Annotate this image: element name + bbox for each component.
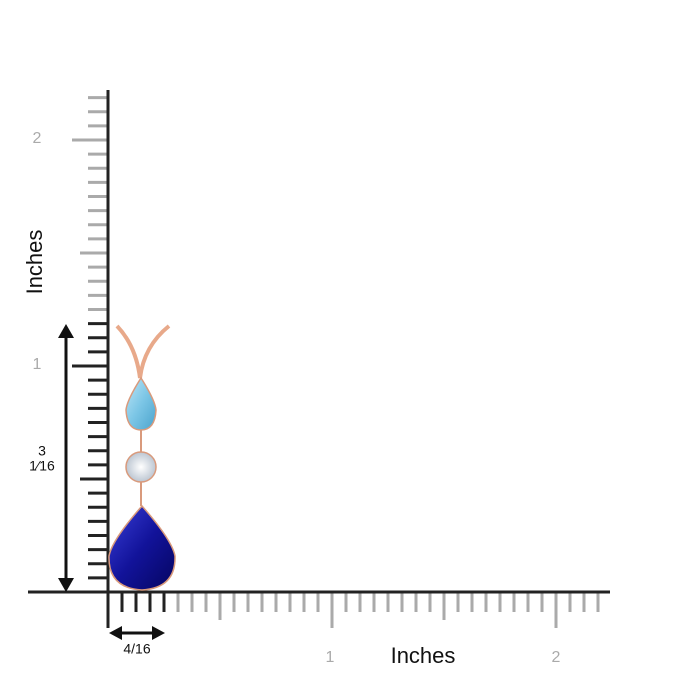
y-label: 1 bbox=[33, 356, 42, 373]
arrow-heads bbox=[109, 626, 165, 640]
width-label: 4/16 bbox=[123, 641, 150, 657]
aquamarine bbox=[125, 376, 157, 431]
pendant bbox=[108, 324, 176, 591]
y-label: 2 bbox=[33, 130, 42, 147]
x-label: 1 bbox=[326, 649, 335, 666]
tanzanite bbox=[108, 504, 176, 591]
ruler-ticks bbox=[72, 96, 600, 628]
height-label: 1⁄16 bbox=[29, 458, 55, 474]
diamond bbox=[125, 451, 157, 483]
y-title: Inches bbox=[22, 230, 47, 295]
bail bbox=[115, 324, 171, 379]
x-title: Inches bbox=[391, 643, 456, 668]
height-label: 3 bbox=[38, 443, 46, 459]
x-label: 2 bbox=[552, 649, 561, 666]
